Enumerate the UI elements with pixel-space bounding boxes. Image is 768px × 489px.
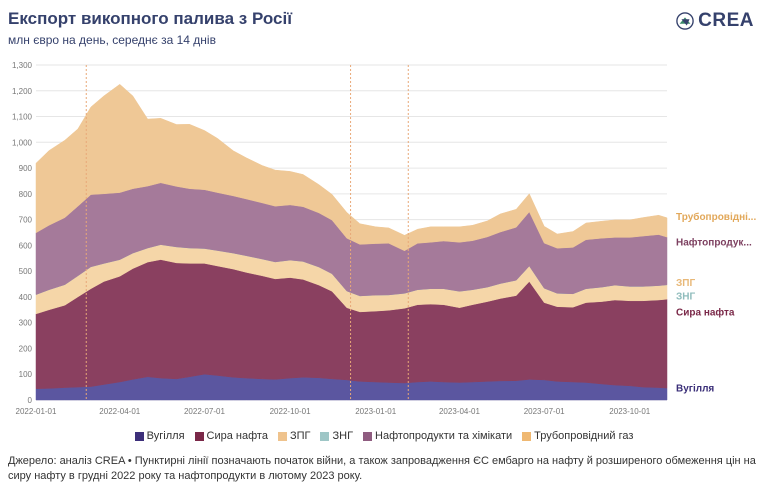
crea-logo-text: CREA <box>698 10 754 31</box>
y-tick-label: 1,200 <box>12 87 33 96</box>
y-tick-label: 1,300 <box>12 61 33 70</box>
crea-logo: CREA <box>676 10 754 32</box>
area-pipeline_gas <box>35 83 668 252</box>
x-tick-label: 2022-04-01 <box>99 407 140 416</box>
x-tick-label: 2023-10-01 <box>609 407 650 416</box>
end-label-crude: Сира нафта <box>676 307 735 319</box>
y-tick-label: 500 <box>19 267 33 276</box>
x-tick-label: 2022-07-01 <box>184 407 225 416</box>
y-tick-label: 300 <box>19 319 33 328</box>
x-tick-label: 2023-07-01 <box>524 407 565 416</box>
y-tick-label: 400 <box>19 293 33 302</box>
end-label-pipeline_lng: ЗНГ <box>676 292 695 303</box>
source-note: Джерело: аналіз CREA • Пунктирні лінії п… <box>8 455 756 482</box>
y-tick-label: 900 <box>19 164 33 173</box>
end-label-pipeline_gas: Трубопровідні... <box>676 211 756 223</box>
page-title: Експорт викопного палива з Росії <box>8 9 292 28</box>
y-tick-label: 200 <box>19 344 33 353</box>
legend-label: Нафтопродукти та хімікати <box>375 430 513 442</box>
y-axis: 0 100 200 300 400 500 600 700 800 900 1,000 1,100 1,… <box>12 61 33 405</box>
legend-label: Вугілля <box>146 430 185 442</box>
crea-logo-icon <box>676 12 694 30</box>
end-label-lng: ЗПГ <box>676 278 695 289</box>
y-tick-label: 700 <box>19 216 33 225</box>
legend-label: ЗПГ <box>289 430 311 442</box>
legend-swatch <box>277 431 287 441</box>
legend-label: Сира нафта <box>206 430 268 442</box>
y-tick-label: 800 <box>19 190 33 199</box>
legend-item: Вугілля <box>134 430 185 442</box>
legend-item: Нафтопродукти та хімікати <box>363 430 512 442</box>
end-label-oil_products: Нафтопродук... <box>676 237 752 249</box>
y-tick-label: 1,100 <box>12 113 33 122</box>
x-axis: 2022-01-01 2022-04-01 2022-07-01 2022-10-01… <box>16 407 651 416</box>
legend-item: Сира нафта <box>194 430 268 442</box>
series-end-labels: Трубопровідні... Нафтопродук... ЗПГ ЗНГ Сира… <box>676 211 756 395</box>
legend-swatch <box>522 431 532 441</box>
y-tick-label: 1,000 <box>12 138 33 147</box>
legend-item: ЗПГ <box>277 430 311 442</box>
x-tick-label: 2022-01-01 <box>16 407 57 416</box>
legend-label: ЗНГ <box>332 430 354 442</box>
chart-area: 0 100 200 300 400 500 600 700 800 900 1,000 1,100 1,… <box>12 61 756 416</box>
y-tick-label: 0 <box>28 396 33 405</box>
legend-swatch <box>134 431 144 441</box>
x-tick-label: 2023-01-01 <box>355 407 396 416</box>
legend-swatch <box>320 431 330 441</box>
legend-swatch <box>194 431 204 441</box>
chart-legend: Вугілля Сира нафта ЗПГ ЗНГ Нафтопродукти та … <box>0 430 768 442</box>
x-tick-label: 2022-10-01 <box>270 407 311 416</box>
legend-label: Трубопровідний газ <box>534 430 634 442</box>
y-tick-label: 100 <box>19 370 33 379</box>
x-tick-label: 2023-04-01 <box>439 407 480 416</box>
y-tick-label: 600 <box>19 241 33 250</box>
legend-item: ЗНГ <box>320 430 353 442</box>
end-label-coal: Вугілля <box>676 384 714 395</box>
legend-item: Трубопровідний газ <box>522 430 633 442</box>
page-subtitle: млн євро на день, середнє за 14 днів <box>8 33 216 47</box>
legend-swatch <box>363 431 373 441</box>
stacked-areas <box>35 83 668 401</box>
